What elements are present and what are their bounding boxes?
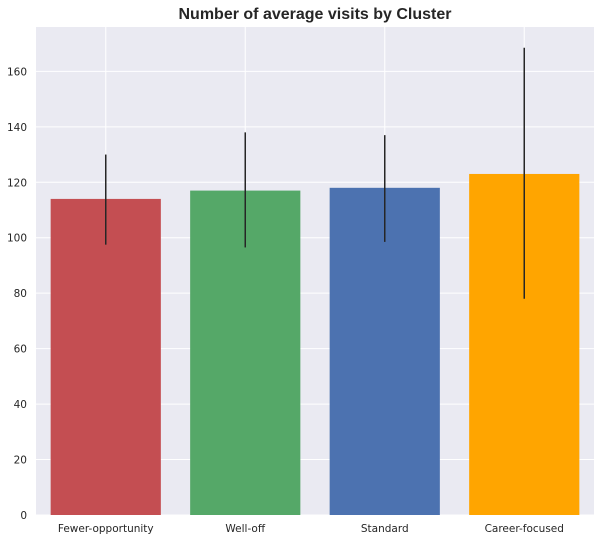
y-tick-label: 20: [14, 455, 27, 467]
x-axis: Fewer-opportunity Well-off Standard Career-…: [58, 523, 564, 535]
x-tick-label: Standard: [361, 523, 409, 535]
y-tick-label: 120: [7, 177, 27, 189]
y-tick-label: 0: [20, 510, 27, 522]
y-tick-label: 60: [14, 344, 27, 356]
y-tick-label: 80: [14, 288, 27, 300]
y-axis: 0 20 40 60 80 100 120 140 160: [7, 66, 27, 522]
chart-title: Number of average visits by Cluster: [179, 6, 452, 23]
x-tick-label: Career-focused: [485, 523, 564, 535]
x-tick-label: Fewer-opportunity: [58, 523, 154, 535]
y-tick-label: 40: [14, 399, 27, 411]
error-bars: [105, 47, 525, 299]
bar-standard: [329, 187, 440, 515]
y-tick-label: 140: [7, 122, 27, 134]
y-tick-label: 160: [7, 66, 27, 78]
bar-fewer-opportunity: [50, 198, 161, 515]
x-tick-label: Well-off: [225, 523, 265, 535]
y-tick-label: 100: [7, 233, 27, 245]
